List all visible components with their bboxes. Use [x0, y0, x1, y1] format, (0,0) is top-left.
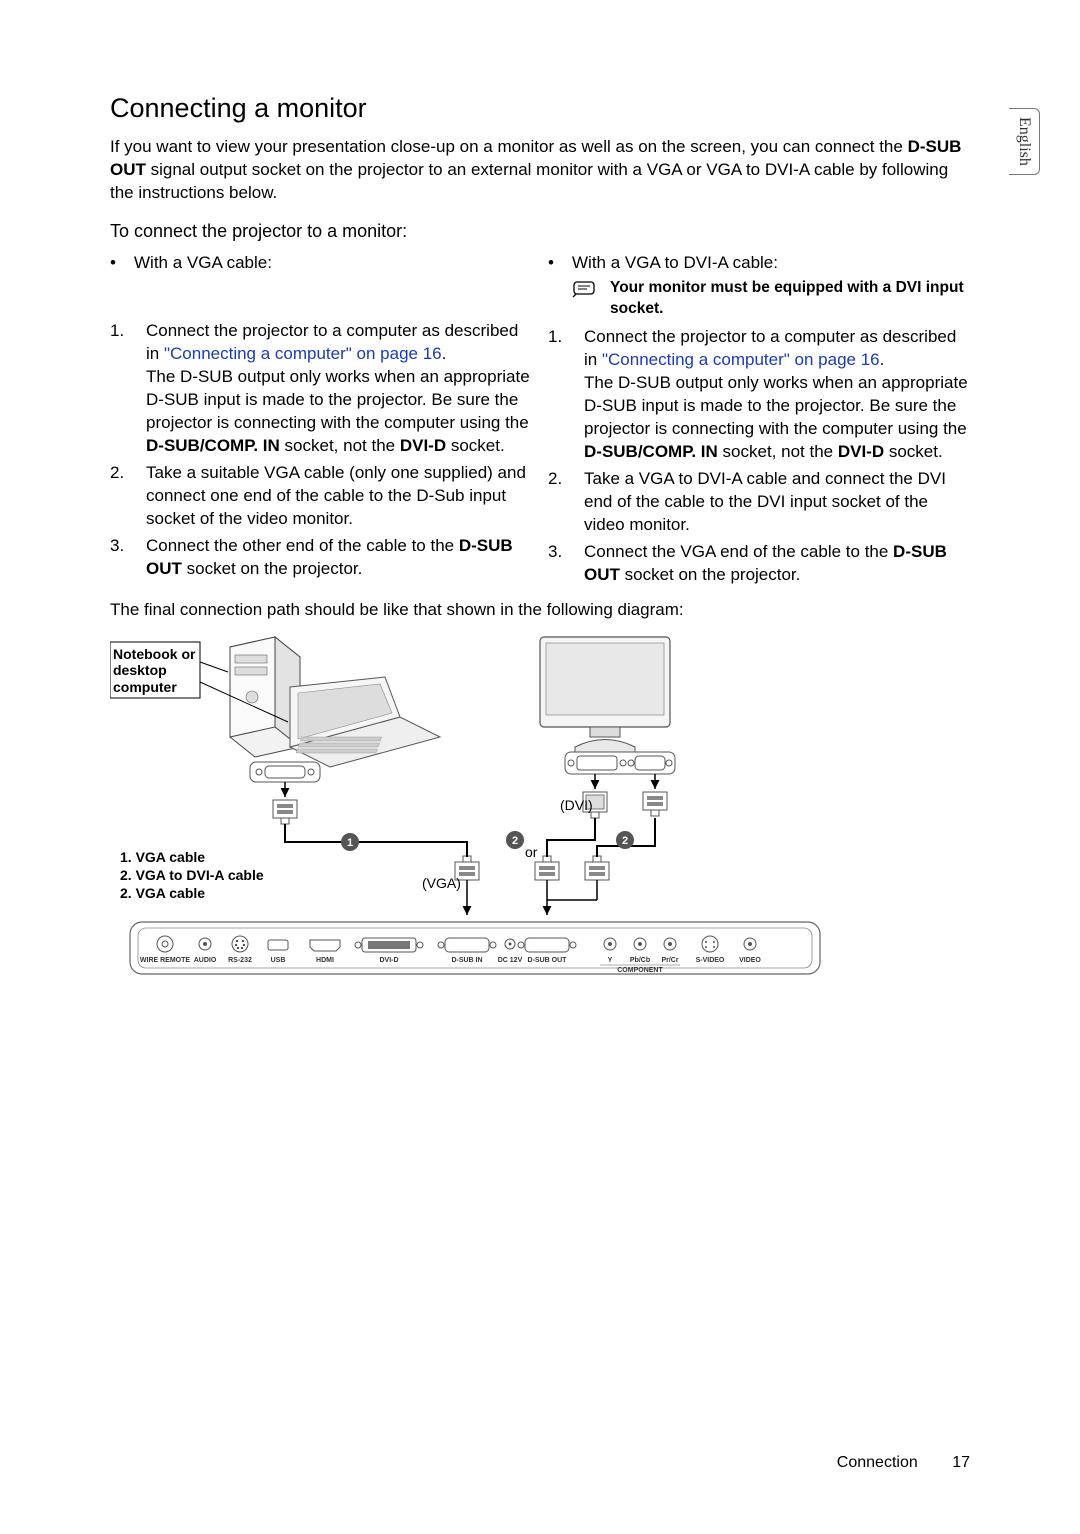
- svg-text:DVI-D: DVI-D: [379, 957, 398, 964]
- svg-text:Pr/Cr: Pr/Cr: [661, 957, 678, 964]
- text: socket.: [884, 442, 943, 461]
- note-text: Your monitor must be equipped with a DVI…: [610, 278, 970, 320]
- right-steps: 1. Connect the projector to a computer a…: [548, 326, 970, 586]
- text-bold: D-SUB/COMP. IN: [146, 436, 280, 455]
- list-item: 3. Connect the other end of the cable to…: [110, 535, 532, 581]
- svg-text:Y: Y: [608, 957, 613, 964]
- intro-a: If you want to view your presentation cl…: [110, 137, 908, 156]
- intro-paragraph: If you want to view your presentation cl…: [110, 136, 970, 205]
- footer-section: Connection: [837, 1454, 918, 1471]
- footer-page-number: 17: [952, 1454, 970, 1471]
- svg-text:AUDIO: AUDIO: [194, 957, 217, 964]
- legend-cable-2: 2. VGA to DVI-A cable: [120, 866, 264, 885]
- text: .: [880, 350, 885, 369]
- list-item: 1. Connect the projector to a computer a…: [548, 326, 970, 464]
- left-head-row: • With a VGA cable:: [110, 252, 532, 275]
- list-item: 1. Connect the projector to a computer a…: [110, 320, 532, 458]
- text-bold: DVI-D: [400, 436, 446, 455]
- text: .: [442, 344, 447, 363]
- text-bold: D-SUB/COMP. IN: [584, 442, 718, 461]
- xref-link[interactable]: "Connecting a computer" on page 16: [602, 350, 880, 369]
- two-column-layout: • With a VGA cable: 1. Connect the proje…: [110, 252, 970, 591]
- left-column: • With a VGA cable: 1. Connect the proje…: [110, 252, 532, 591]
- page-footer: Connection 17: [837, 1452, 970, 1474]
- list-item: 2. Take a VGA to DVI-A cable and connect…: [548, 468, 970, 537]
- svg-text:DC 12V: DC 12V: [498, 957, 523, 964]
- right-column: • With a VGA to DVI-A cable: Your monito…: [548, 252, 970, 591]
- subheading: To connect the projector to a monitor:: [110, 219, 970, 243]
- text: socket, not the: [280, 436, 400, 455]
- list-item: 2. Take a suitable VGA cable (only one s…: [110, 462, 532, 531]
- svg-text:D-SUB OUT: D-SUB OUT: [528, 957, 568, 964]
- step-number: 1.: [548, 326, 570, 464]
- svg-text:1: 1: [347, 837, 353, 849]
- text: Connect the other end of the cable to th…: [146, 536, 459, 555]
- left-head: With a VGA cable:: [134, 252, 272, 275]
- text: socket on the projector.: [182, 559, 363, 578]
- xref-link[interactable]: "Connecting a computer" on page 16: [164, 344, 442, 363]
- text-bold: DVI-D: [838, 442, 884, 461]
- note-row: Your monitor must be equipped with a DVI…: [572, 278, 970, 320]
- svg-text:D-SUB IN: D-SUB IN: [451, 957, 482, 964]
- right-head-row: • With a VGA to DVI-A cable:: [548, 252, 970, 275]
- text: The D-SUB output only works when an appr…: [584, 373, 968, 438]
- svg-text:or: or: [525, 844, 538, 860]
- connection-diagram: 1 2 2 (DVI) or (VGA) WIRE REMOTE: [110, 632, 840, 999]
- text: Take a VGA to DVI-A cable and connect th…: [584, 468, 970, 537]
- svg-text:WIRE REMOTE: WIRE REMOTE: [140, 957, 190, 964]
- legend-computer: Notebook or desktop computer: [113, 646, 197, 696]
- svg-text:HDMI: HDMI: [316, 957, 334, 964]
- step-number: 2.: [548, 468, 570, 537]
- step-number: 2.: [110, 462, 132, 531]
- svg-text:USB: USB: [271, 957, 286, 964]
- diagram-svg: 1 2 2 (DVI) or (VGA) WIRE REMOTE: [110, 632, 840, 992]
- svg-text:Pb/Cb: Pb/Cb: [630, 957, 650, 964]
- svg-text:2: 2: [622, 835, 628, 847]
- left-steps: 1. Connect the projector to a computer a…: [110, 320, 532, 580]
- bullet-icon: •: [548, 252, 562, 275]
- text: socket on the projector.: [620, 565, 801, 584]
- final-paragraph: The final connection path should be like…: [110, 599, 970, 622]
- step-number: 1.: [110, 320, 132, 458]
- right-head: With a VGA to DVI-A cable:: [572, 252, 778, 275]
- language-tab: English: [1009, 108, 1040, 175]
- text: socket, not the: [718, 442, 838, 461]
- page-title: Connecting a monitor: [110, 90, 970, 126]
- svg-text:S-VIDEO: S-VIDEO: [696, 957, 725, 964]
- svg-text:VIDEO: VIDEO: [739, 957, 761, 964]
- list-item: 3. Connect the VGA end of the cable to t…: [548, 541, 970, 587]
- intro-c: signal output socket on the projector to…: [110, 160, 948, 202]
- bullet-icon: •: [110, 252, 124, 275]
- text: Take a suitable VGA cable (only one supp…: [146, 462, 532, 531]
- svg-text:(VGA): (VGA): [422, 875, 461, 891]
- svg-text:COMPONENT: COMPONENT: [617, 967, 663, 974]
- text: Connect the VGA end of the cable to the: [584, 542, 893, 561]
- svg-text:(DVI): (DVI): [560, 797, 593, 813]
- note-icon: [572, 280, 600, 298]
- page-content: Connecting a monitor If you want to view…: [0, 0, 1080, 1039]
- text: The D-SUB output only works when an appr…: [146, 367, 530, 432]
- legend-cable-1: 1. VGA cable: [120, 848, 205, 867]
- text: socket.: [446, 436, 505, 455]
- svg-text:RS-232: RS-232: [228, 957, 252, 964]
- step-number: 3.: [548, 541, 570, 587]
- svg-text:2: 2: [512, 835, 518, 847]
- legend-cable-3: 2. VGA cable: [120, 884, 205, 903]
- step-number: 3.: [110, 535, 132, 581]
